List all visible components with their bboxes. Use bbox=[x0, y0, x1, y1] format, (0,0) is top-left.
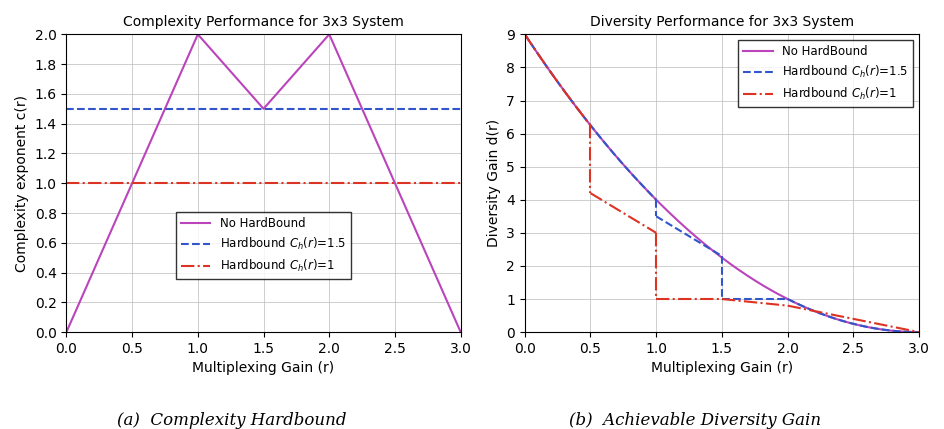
No HardBound bbox=[60, 329, 72, 335]
Y-axis label: Diversity Gain d(r): Diversity Gain d(r) bbox=[486, 119, 500, 247]
Hardbound C_h(r)=1.5 bbox=[192, 106, 203, 112]
Hardbound C_h(r)=1.5 bbox=[60, 106, 72, 112]
No HardBound bbox=[192, 32, 203, 37]
Title: Diversity Performance for 3x3 System: Diversity Performance for 3x3 System bbox=[589, 15, 853, 29]
Y-axis label: Complexity exponent c(r): Complexity exponent c(r) bbox=[15, 95, 29, 272]
Legend: No HardBound, Hardbound $C_h(r)$=1.5, Hardbound $C_h(r)$=1: No HardBound, Hardbound $C_h(r)$=1.5, Ha… bbox=[176, 212, 350, 278]
Line: No HardBound: No HardBound bbox=[66, 34, 461, 332]
Legend: No HardBound, Hardbound $C_h(r)$=1.5, Hardbound $C_h(r)$=1: No HardBound, Hardbound $C_h(r)$=1.5, Ha… bbox=[737, 40, 912, 107]
X-axis label: Multiplexing Gain (r): Multiplexing Gain (r) bbox=[193, 361, 334, 375]
No HardBound bbox=[455, 329, 466, 335]
Text: (b)  Achievable Diversity Gain: (b) Achievable Diversity Gain bbox=[568, 412, 819, 429]
No HardBound bbox=[258, 106, 269, 112]
Title: Complexity Performance for 3x3 System: Complexity Performance for 3x3 System bbox=[123, 15, 403, 29]
Text: (a)  Complexity Hardbound: (a) Complexity Hardbound bbox=[117, 412, 346, 429]
No HardBound bbox=[323, 32, 334, 37]
Hardbound C_h(r)=1 bbox=[60, 181, 72, 186]
X-axis label: Multiplexing Gain (r): Multiplexing Gain (r) bbox=[650, 361, 792, 375]
Hardbound C_h(r)=1 bbox=[192, 181, 203, 186]
